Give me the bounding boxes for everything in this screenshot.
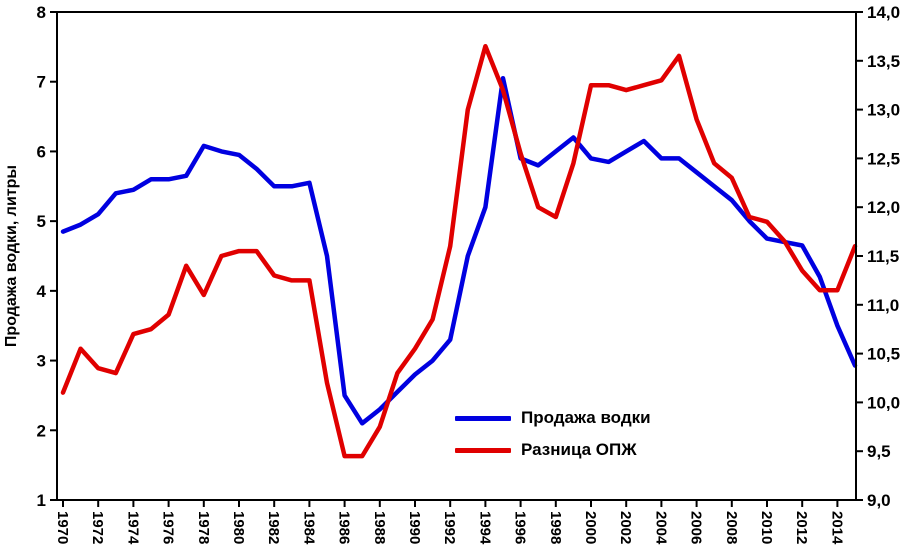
right-axis-tick-label: 12,5 [867,149,900,168]
right-axis-tick-label: 10,0 [867,393,900,412]
legend-item-vodka-sales: Продажа водки [455,406,651,430]
x-axis-tick-label: 1980 [230,511,247,544]
right-axis-tick-label: 9,0 [867,491,891,510]
legend-line-swatch-le-gap [455,447,511,453]
right-axis-tick-label: 9,5 [867,442,891,461]
x-axis-tick-label: 1976 [160,511,177,544]
x-axis-tick-label: 2004 [652,511,669,545]
left-axis-tick-label: 2 [37,421,46,440]
x-axis-tick-label: 1982 [265,511,282,544]
x-axis-tick-label: 2008 [723,511,740,544]
x-axis-tick-label: 1996 [512,511,529,544]
left-axis-tick-label: 1 [37,491,46,510]
legend-line-swatch-vodka [455,415,511,421]
x-axis-tick-label: 1970 [54,511,71,544]
left-axis-tick-label: 7 [37,73,46,92]
x-axis-tick-label: 1984 [300,511,317,545]
right-axis-tick-label: 13,0 [867,101,900,120]
legend-item-le-gap: Разница ОПЖ [455,438,651,462]
left-axis-tick-label: 3 [37,352,46,371]
x-axis-tick-label: 2006 [688,511,705,544]
left-axis-tick-label: 4 [37,282,47,301]
legend-label-vodka: Продажа водки [521,408,651,427]
x-axis-tick-label: 1978 [195,511,212,544]
series-line-vodka-sales [60,75,858,426]
right-axis-tick-label: 11,5 [867,247,899,266]
x-axis-tick-label: 1974 [124,511,141,545]
x-axis-tick-label: 1994 [476,511,493,545]
legend-label-le-gap: Разница ОПЖ [521,440,637,459]
x-axis-tick-label: 2010 [758,511,775,544]
x-axis-tick-label: 2012 [793,511,810,544]
x-axis-tick-label: 1986 [336,511,353,544]
x-axis-tick-label: 1992 [441,511,458,544]
x-axis-tick-label: 2000 [582,511,599,544]
right-axis-tick-label: 11,0 [867,296,899,315]
plot-frame [56,11,857,501]
right-axis-tick-label: 13,5 [867,52,900,71]
right-axis-tick-label: 14,0 [867,3,900,22]
x-axis-tick-label: 1972 [89,511,106,544]
x-axis-tick-label: 1988 [371,511,388,544]
x-axis-tick-label: 2002 [617,511,634,544]
right-axis-tick-label: 10,5 [867,345,900,364]
left-axis-tick-label: 6 [37,142,46,161]
x-axis-tick-label: 2014 [828,511,845,545]
series-line-le-gap [60,43,858,459]
x-axis-tick-label: 1998 [547,511,564,544]
y-axis-title: Продажа водки, литры [3,165,20,347]
left-axis-tick-label: 5 [37,212,46,231]
left-axis-tick-label: 8 [37,3,46,22]
x-axis-tick-label: 1990 [406,511,423,544]
right-axis-tick-label: 12,0 [867,198,900,217]
chart-legend: Продажа водки Разница ОПЖ [455,406,651,462]
